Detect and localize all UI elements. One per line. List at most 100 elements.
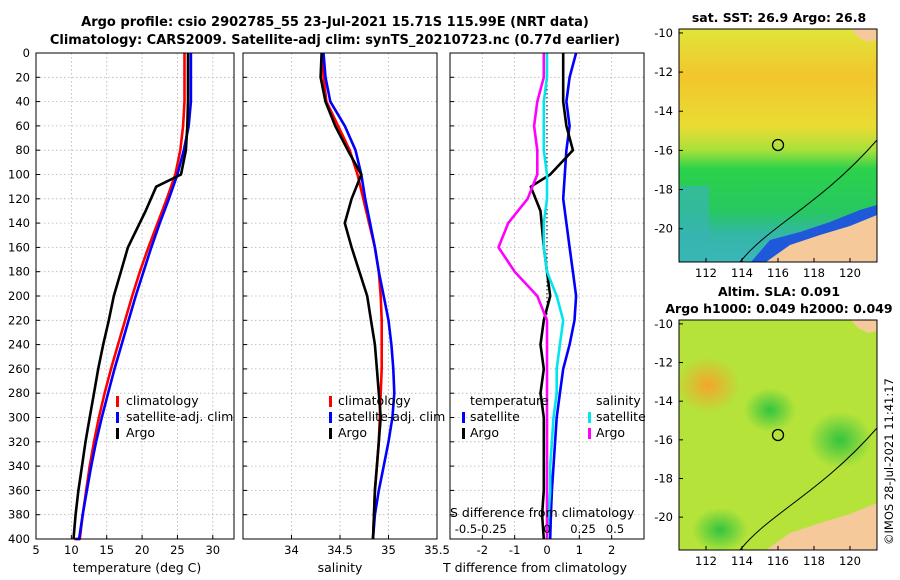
- x-tick-label: 25: [170, 543, 185, 557]
- y-tick-label: 220: [8, 313, 30, 327]
- sla-map-title-2: Argo h1000: 0.049 h2000: 0.049: [665, 301, 892, 316]
- series-line-argo: [72, 53, 190, 540]
- map-y-tick-label: -18: [654, 183, 673, 197]
- legend-mark-s-argo: [588, 428, 591, 439]
- y-tick-label: 180: [8, 265, 30, 279]
- y-tick-label: 300: [8, 411, 30, 425]
- legend-label-t-satellite: satellite: [470, 409, 520, 424]
- legend-mark-t-satellite: [462, 412, 465, 423]
- map-x-tick-label: 120: [839, 266, 861, 280]
- sla-map-title-1: Altim. SLA: 0.091: [718, 284, 840, 299]
- sla-land-north: [851, 320, 877, 333]
- y-tick-label: 320: [8, 435, 30, 449]
- map-y-tick-label: -20: [654, 222, 673, 236]
- map-y-tick-label: -10: [654, 26, 673, 40]
- salinity-legend: climatology satellite-adj. clim Argo: [329, 393, 445, 440]
- temperature-panel: 0 20 40 60 80 100 120 140 160 180 200 220 240 260 280 3…: [8, 46, 235, 557]
- y-tick-label: 140: [8, 216, 30, 230]
- sst-map: 112 114 116 118 120 -10 -12 -14 -16 -18 -20: [654, 26, 878, 280]
- plot-frame: [242, 52, 438, 540]
- x-tick-label: 0: [543, 543, 550, 557]
- map-y-tick-label: -14: [654, 394, 673, 408]
- sla-low-anomaly-2: [808, 412, 872, 468]
- legend-label-argo: Argo: [338, 425, 367, 440]
- sla-low-anomaly-1: [744, 388, 796, 432]
- y-tick-label: 380: [8, 508, 30, 522]
- legend-label-t-argo: Argo: [470, 425, 499, 440]
- legend-mark-satellite: [116, 412, 119, 423]
- y-tick-label: 400: [8, 532, 30, 546]
- y-tick-label: 240: [8, 338, 30, 352]
- x-tick-label: 1: [576, 543, 583, 557]
- y-tick-label: 160: [8, 240, 30, 254]
- legend-mark-s-satellite: [588, 412, 591, 423]
- series-line-s-satellite: [542, 53, 565, 540]
- legend-label-s-satellite: satellite: [596, 409, 646, 424]
- series-line-t-argo: [529, 53, 575, 540]
- sla-bathymetry-contour: [739, 427, 878, 551]
- map-x-tick-label: 120: [839, 554, 861, 568]
- y-tick-label: 200: [8, 289, 30, 303]
- y-tick-label: 40: [15, 95, 30, 109]
- series-line-satellite-adj-clim: [322, 52, 396, 540]
- sst-land: [766, 215, 877, 262]
- map-y-tick-label: -20: [654, 510, 673, 524]
- x-tick-label: 35.5: [424, 543, 450, 557]
- y-tick-label: 20: [15, 70, 30, 84]
- x-tick-label: 34: [284, 543, 299, 557]
- y-tick-label: 60: [15, 119, 30, 133]
- s-tick-label: 0.5: [606, 522, 624, 536]
- sla-map: 112 114 116 118 120 -10 -12 -14 -16 -18 -20: [654, 317, 878, 568]
- plot-frame: [449, 52, 645, 540]
- temperature-axis-label: temperature (deg C): [73, 560, 202, 575]
- sla-land: [766, 503, 877, 550]
- y-tick-label: 280: [8, 386, 30, 400]
- legend-label-climatology: climatology: [338, 393, 411, 408]
- sla-low-anomaly-3: [692, 508, 748, 552]
- map-y-tick-label: -14: [654, 104, 673, 118]
- legend-header-salinity: salinity: [596, 393, 641, 408]
- map-y-tick-label: -18: [654, 471, 673, 485]
- temperature-legend: climatology satellite-adj. clim Argo: [116, 393, 233, 440]
- y-tick-label: 100: [8, 168, 30, 182]
- legend-mark-argo: [329, 428, 332, 439]
- s-tick-label: 0.25: [570, 522, 596, 536]
- y-tick-label: 260: [8, 362, 30, 376]
- legend-mark-t-argo: [462, 428, 465, 439]
- series-line-argo: [319, 52, 383, 540]
- legend-label-satellite: satellite-adj. clim: [338, 409, 445, 424]
- map-x-tick-label: 114: [731, 554, 753, 568]
- sst-bathymetry-contour: [739, 139, 878, 263]
- map-x-tick-label: 118: [803, 266, 825, 280]
- title-line1: Argo profile: csio 2902785_55 23-Jul-202…: [81, 15, 589, 30]
- x-tick-label: 34.5: [327, 543, 353, 557]
- sla-high-anomaly: [676, 357, 740, 413]
- legend-mark-argo: [116, 428, 119, 439]
- map-x-tick-label: 116: [767, 266, 789, 280]
- map-y-tick-label: -10: [654, 317, 673, 331]
- map-x-tick-label: 114: [731, 266, 753, 280]
- difference-panel: -2 -1 0 1 2: [449, 52, 645, 557]
- y-tick-label: 80: [15, 143, 30, 157]
- map-x-tick-label: 118: [803, 554, 825, 568]
- map-x-tick-label: 112: [695, 266, 717, 280]
- sst-argo-marker: [771, 138, 785, 152]
- sst-map-title: sat. SST: 26.9 Argo: 26.8: [692, 10, 866, 25]
- map-y-tick-label: -12: [654, 65, 673, 79]
- map-x-tick-label: 116: [767, 554, 789, 568]
- difference-legend: temperature salinity satellite Argo sate…: [462, 393, 646, 440]
- legend-label-climatology: climatology: [126, 393, 199, 408]
- map-x-tick-label: 112: [695, 554, 717, 568]
- y-tick-label: 340: [8, 459, 30, 473]
- y-tick-label: 0: [23, 46, 30, 60]
- plot-frame: [35, 52, 235, 540]
- x-tick-label: 35: [381, 543, 396, 557]
- s-difference-label: S difference from climatology: [450, 505, 635, 520]
- legend-label-satellite: satellite-adj. clim: [126, 409, 233, 424]
- salinity-axis-label: salinity: [318, 560, 363, 575]
- x-tick-label: -2: [477, 543, 488, 557]
- sla-argo-marker: [771, 428, 785, 442]
- sst-land-north: [851, 29, 877, 42]
- s-difference-ticks: -0.5 -0.25 0 0.25 0.5: [455, 522, 624, 536]
